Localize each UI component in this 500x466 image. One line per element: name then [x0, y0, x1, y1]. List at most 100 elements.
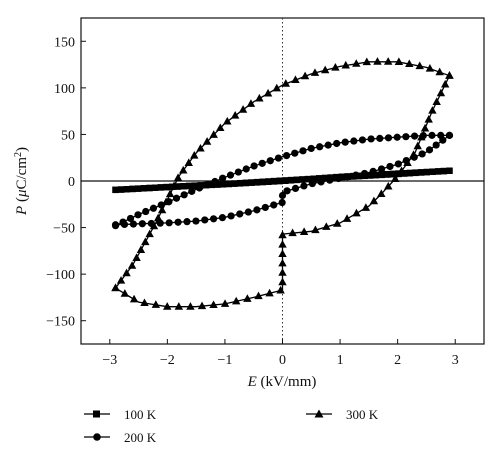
data-point — [202, 137, 212, 145]
data-point — [310, 68, 320, 76]
data-point — [192, 217, 200, 225]
data-point — [316, 175, 323, 182]
data-point — [274, 154, 283, 162]
data-point — [120, 289, 130, 297]
data-point — [218, 214, 227, 222]
data-point — [127, 261, 137, 269]
data-point — [258, 159, 266, 167]
data-point — [236, 180, 244, 187]
y-axis-unit-sup: 2 — [13, 152, 24, 157]
data-point — [230, 111, 240, 119]
data-point — [350, 137, 358, 145]
data-point — [123, 186, 131, 193]
legend-marker-square — [93, 410, 100, 418]
data-point — [190, 150, 199, 159]
data-point — [352, 59, 361, 67]
data-point — [149, 221, 159, 230]
y-tick-label: −150 — [46, 315, 75, 330]
data-point — [263, 88, 273, 97]
data-point — [389, 170, 397, 178]
data-point — [161, 197, 171, 206]
data-point — [300, 71, 310, 80]
data-point — [278, 249, 287, 258]
data-point — [210, 215, 218, 223]
data-point — [265, 288, 274, 297]
legend-label-200k: 200 K — [124, 430, 157, 445]
data-point — [174, 183, 182, 190]
data-point — [417, 169, 425, 176]
data-point — [299, 147, 307, 155]
data-point — [377, 165, 386, 173]
legend-marker-circle — [93, 433, 101, 441]
data-point — [112, 186, 119, 194]
data-point — [126, 214, 135, 223]
data-point — [129, 185, 136, 193]
data-point — [386, 162, 394, 171]
data-point — [278, 268, 287, 276]
data-point — [111, 221, 120, 229]
data-point — [435, 67, 444, 76]
data-point — [317, 178, 325, 186]
data-point — [236, 210, 244, 218]
data-point — [446, 167, 453, 174]
data-point — [153, 213, 163, 222]
data-point — [201, 216, 209, 224]
data-point — [293, 176, 300, 184]
data-point — [157, 184, 165, 191]
data-point — [412, 169, 419, 176]
x-tick-label: −2 — [160, 353, 175, 368]
y-axis-title: P (μC/cm2) — [13, 147, 31, 216]
data-point — [138, 220, 146, 228]
data-point — [333, 139, 341, 148]
data-point — [367, 135, 375, 143]
data-point — [191, 182, 199, 189]
data-point — [165, 219, 173, 227]
data-point — [185, 182, 193, 190]
y-axis-unit-open: ( — [14, 197, 30, 206]
data-point — [174, 218, 182, 226]
data-point — [132, 253, 141, 261]
data-point — [216, 123, 225, 132]
data-point — [343, 173, 351, 181]
y-axis-unit-rest: C/cm — [14, 157, 30, 190]
data-point — [373, 57, 382, 65]
data-point — [118, 186, 125, 193]
data-point — [163, 183, 170, 191]
data-point — [342, 214, 352, 222]
data-point — [278, 258, 287, 267]
data-point — [321, 174, 329, 182]
data-point — [223, 116, 232, 125]
data-point — [183, 218, 191, 226]
data-point — [142, 207, 150, 216]
x-tick-label: 1 — [337, 353, 344, 368]
data-point — [197, 301, 207, 310]
data-point — [278, 191, 287, 200]
data-point — [320, 65, 330, 74]
data-point — [250, 162, 258, 170]
data-point — [169, 181, 179, 190]
data-point — [248, 179, 255, 186]
data-point — [195, 184, 204, 192]
data-point — [259, 178, 266, 186]
data-point — [420, 123, 430, 132]
data-point — [409, 150, 418, 158]
data-point — [281, 79, 290, 87]
data-point — [238, 105, 248, 113]
legend-marker-triangle — [314, 409, 324, 418]
data-point — [254, 291, 263, 300]
data-point — [180, 183, 187, 190]
data-point — [415, 61, 424, 70]
data-point — [362, 57, 371, 66]
x-axis-ticks: −3 −2 −1 0 1 2 3 — [102, 339, 459, 368]
data-point — [278, 240, 287, 248]
data-point — [360, 169, 369, 178]
data-point — [402, 133, 410, 141]
data-point — [179, 165, 188, 174]
data-point — [149, 204, 158, 212]
x-tick-label: 0 — [279, 353, 286, 368]
x-tick-label: −3 — [102, 353, 117, 368]
y-tick-label: 50 — [61, 128, 75, 143]
data-point — [122, 268, 131, 277]
data-point — [270, 178, 278, 185]
